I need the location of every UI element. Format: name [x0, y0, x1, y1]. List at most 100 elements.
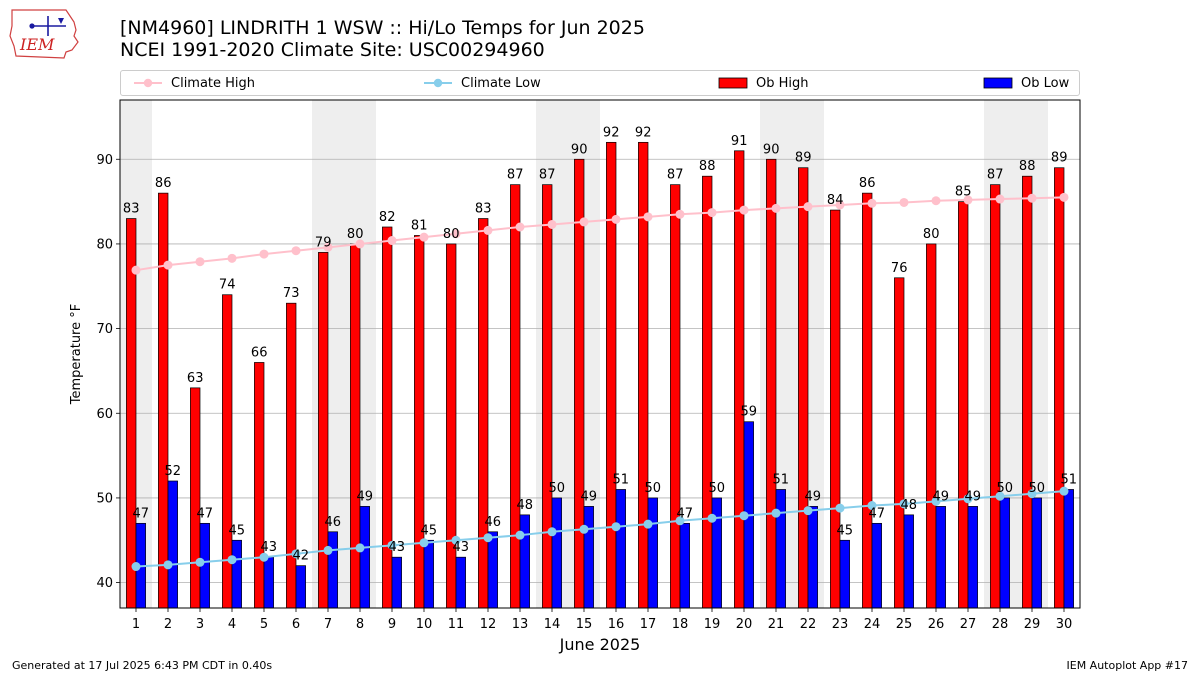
xtick-label-5: 5 [260, 617, 268, 632]
ob-high-bar-day-23 [830, 209, 841, 609]
xtick-label-16: 16 [608, 617, 625, 632]
ob-low-label-day-6: 42 [293, 549, 310, 564]
ob-low-label-day-24: 47 [869, 506, 886, 521]
ob-low-label-day-8: 49 [357, 489, 374, 504]
xtick-label-6: 6 [292, 617, 300, 632]
ob-high-label-day-12: 83 [475, 202, 492, 217]
ob-low-label-day-14: 50 [549, 481, 566, 496]
ob-low-bar-day-2 [167, 480, 178, 609]
ob-low-label-day-4: 45 [229, 523, 246, 538]
ob-low-bar-day-18 [679, 522, 690, 609]
ob-high-label-day-17: 92 [635, 125, 652, 140]
climate-high-point-day-3 [195, 257, 205, 267]
ytick-label-90: 90 [96, 153, 113, 168]
ob-high-bar-day-26 [926, 243, 937, 609]
ob-high-label-day-4: 74 [219, 278, 236, 293]
climate-low-point-day-16 [611, 522, 621, 532]
climate-high-point-day-22 [803, 202, 813, 212]
xtick-label-24: 24 [864, 617, 881, 632]
ob-low-label-day-19: 50 [709, 481, 726, 496]
ob-high-label-day-11: 80 [443, 227, 460, 242]
ob-low-bar-day-8 [359, 506, 370, 609]
ob-high-bar-day-5 [254, 362, 265, 609]
ob-low-bar-day-23 [839, 539, 850, 609]
legend-climate-high-swatch [134, 78, 162, 88]
xtick-label-2: 2 [164, 617, 172, 632]
xtick-label-9: 9 [388, 617, 396, 632]
ob-low-label-day-29: 50 [1029, 481, 1046, 496]
climate-low-point-day-30 [1059, 486, 1069, 496]
ob-low-label-day-13: 48 [517, 498, 534, 513]
climate-low-point-day-21 [771, 508, 781, 518]
ob-low-label-day-2: 52 [165, 464, 182, 479]
climate-low-point-day-8 [355, 543, 365, 553]
ob-low-label-day-27: 49 [965, 489, 982, 504]
ob-high-bar-day-25 [894, 277, 905, 609]
ob-high-label-day-19: 88 [699, 159, 716, 174]
ob-high-label-day-9: 82 [379, 210, 396, 225]
climate-low-point-day-6 [291, 549, 301, 559]
climate-low-point-day-22 [803, 506, 813, 516]
ob-high-label-day-18: 87 [667, 168, 684, 183]
xtick-label-30: 30 [1056, 617, 1073, 632]
ob-low-bar-day-5 [263, 556, 274, 609]
xtick-label-11: 11 [448, 617, 465, 632]
climate-high-point-day-7 [323, 242, 333, 252]
ob-low-bar-day-25 [903, 514, 914, 609]
climate-high-point-day-16 [611, 214, 621, 224]
climate-high-point-day-13 [515, 222, 525, 232]
climate-low-point-day-29 [1027, 489, 1037, 499]
climate-high-point-day-12 [483, 225, 493, 235]
climate-high-point-day-6 [291, 246, 301, 256]
climate-high-point-day-11 [451, 229, 461, 239]
ob-low-label-day-16: 51 [613, 472, 630, 487]
xtick-label-12: 12 [480, 617, 497, 632]
xtick-label-23: 23 [832, 617, 849, 632]
climate-high-point-day-20 [739, 205, 749, 215]
generated-timestamp: Generated at 17 Jul 2025 6:43 PM CDT in … [12, 659, 273, 672]
chart-title: [NM4960] LINDRITH 1 WSW :: Hi/Lo Temps f… [120, 17, 645, 39]
climate-high-point-day-15 [579, 217, 589, 227]
climate-high-point-day-8 [355, 239, 365, 249]
climate-low-point-day-15 [579, 524, 589, 534]
ob-low-label-day-12: 46 [485, 515, 502, 530]
climate-low-point-day-12 [483, 533, 493, 543]
y-axis-label: Temperature °F [69, 304, 84, 405]
climate-low-point-day-9 [387, 540, 397, 550]
ob-low-bar-day-6 [295, 565, 306, 609]
ob-high-label-day-7: 79 [315, 235, 332, 250]
ob-low-bar-day-4 [231, 539, 242, 609]
xtick-label-18: 18 [672, 617, 689, 632]
climate-low-point-day-3 [195, 557, 205, 567]
legend-ob-low: Ob Low [983, 71, 1069, 95]
legend-climate-high-label: Climate High [171, 75, 256, 91]
legend-ob-low-label: Ob Low [1021, 75, 1070, 91]
xtick-label-26: 26 [928, 617, 945, 632]
ob-high-label-day-20: 91 [731, 134, 748, 149]
climate-low-point-day-17 [643, 519, 653, 529]
climate-high-point-day-23 [835, 200, 845, 210]
ob-low-label-day-5: 43 [261, 540, 278, 555]
ob-low-label-day-15: 49 [581, 489, 598, 504]
xtick-label-3: 3 [196, 617, 204, 632]
climate-low-point-day-24 [867, 501, 877, 511]
ob-high-label-day-10: 81 [411, 218, 428, 233]
x-axis-label: June 2025 [559, 635, 641, 654]
xtick-label-20: 20 [736, 617, 753, 632]
climate-low-point-day-7 [323, 545, 333, 555]
app-credit: IEM Autoplot App #17 [1066, 659, 1189, 672]
ob-low-bar-day-7 [327, 531, 338, 609]
ob-low-label-day-9: 43 [389, 540, 406, 555]
ob-low-label-day-21: 51 [773, 472, 790, 487]
ob-high-label-day-23: 84 [827, 193, 844, 208]
ob-high-bar-day-2 [158, 192, 169, 609]
ob-high-bar-day-19 [702, 175, 713, 609]
climate-high-point-day-10 [419, 232, 429, 242]
ob-high-bar-day-24 [862, 192, 873, 609]
ob-high-label-day-13: 87 [507, 168, 524, 183]
ob-high-label-day-27: 85 [955, 185, 972, 200]
climate-high-point-day-18 [675, 209, 685, 219]
climate-high-point-day-26 [931, 196, 941, 206]
ytick-label-50: 50 [96, 491, 113, 506]
